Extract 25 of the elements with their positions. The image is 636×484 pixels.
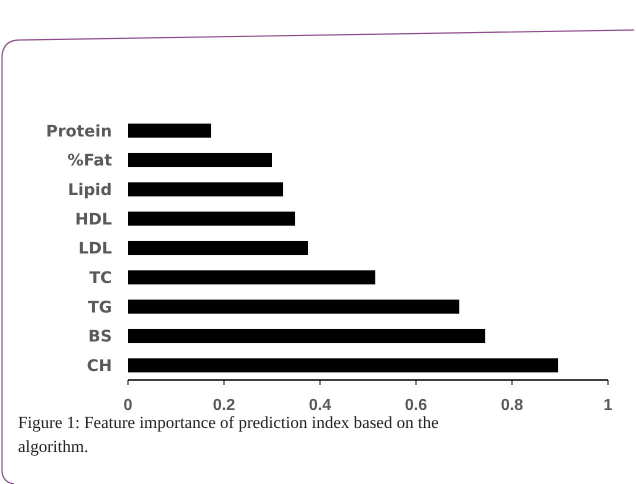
x-tick-label: 0.2 [212,397,236,414]
y-tick-label: Lipid [68,180,112,199]
y-tick-label: %Fat [68,150,112,170]
bar [128,270,376,284]
bar [128,152,272,168]
x-tick-label: 0.4 [308,397,332,414]
y-tick-label: CH [86,356,112,375]
x-tick-label: 0.8 [500,397,524,414]
x-tick-label: 0.6 [404,397,428,414]
y-tick-label: BS [88,326,112,346]
y-tick-label: TC [89,268,112,287]
caption: Figure 1: Feature importance of prediction index based on the algorithm. [18,413,439,456]
bar [128,358,558,372]
bar [128,212,296,226]
x-tick-label: 0 [124,397,133,414]
x-tick-label: 1 [604,397,613,414]
y-tick-label: HDL [75,209,112,228]
bar [128,124,212,138]
y-tick-label: TG [88,297,112,316]
y-tick-label: LDL [78,238,112,258]
bar [128,328,486,344]
bar [128,300,460,314]
y-tick-label: Protein [46,121,112,140]
bar [128,182,284,196]
bar [128,240,308,256]
